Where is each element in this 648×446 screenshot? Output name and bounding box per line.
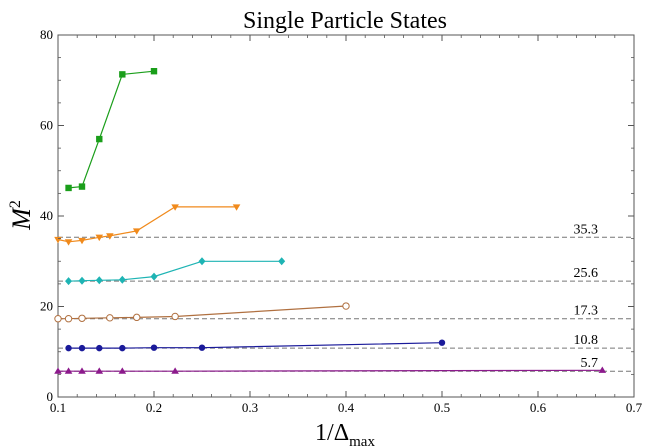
data-point — [65, 344, 72, 352]
data-point — [95, 276, 103, 285]
data-point — [78, 344, 86, 352]
x-tick-label: 0.1 — [50, 400, 66, 415]
series — [54, 302, 350, 323]
series — [65, 68, 158, 192]
series — [65, 257, 286, 286]
y-tick-label: 20 — [40, 299, 53, 314]
data-point — [232, 204, 241, 211]
series-line — [68, 70, 155, 189]
data-point — [150, 272, 158, 281]
data-point — [95, 367, 104, 374]
data-point — [598, 366, 607, 373]
data-point — [106, 314, 114, 322]
data-point — [96, 344, 103, 352]
y-axis-label-sup: 2 — [7, 200, 24, 208]
data-point — [198, 344, 206, 351]
y-tick-label: 40 — [40, 208, 53, 223]
data-point — [438, 339, 446, 346]
data-point — [132, 228, 141, 235]
x-tick-label: 0.3 — [242, 400, 258, 415]
data-point — [342, 302, 350, 310]
series — [54, 204, 241, 246]
data-point — [64, 239, 73, 246]
y-tick-label: 0 — [47, 389, 54, 404]
data-point — [65, 277, 73, 286]
y-tick-label: 80 — [40, 27, 53, 42]
data-point — [106, 233, 114, 240]
data-point — [65, 184, 72, 192]
series-line — [58, 305, 347, 320]
plot-frame — [57, 34, 635, 398]
data-point — [78, 237, 86, 245]
series — [54, 366, 607, 374]
reference-line-label: 5.7 — [581, 356, 599, 371]
y-axis-label: M2 — [7, 200, 36, 231]
x-tick-label: 0.4 — [338, 400, 355, 415]
data-point — [171, 312, 179, 321]
data-point — [198, 257, 206, 266]
y-tick-label: 60 — [40, 118, 53, 133]
x-axis-label-main: 1/Δ — [315, 420, 349, 446]
x-tick-label: 0.2 — [146, 400, 162, 415]
reference-line-label: 10.8 — [574, 333, 599, 348]
y-axis-label-main: M — [7, 207, 36, 231]
data-point — [278, 257, 286, 266]
data-point — [133, 313, 141, 322]
data-point — [118, 275, 126, 284]
data-point — [150, 344, 158, 351]
series-line — [57, 206, 237, 243]
data-point — [78, 276, 86, 285]
data-point — [54, 315, 62, 323]
x-axis-label: 1/Δmax — [315, 420, 375, 446]
data-point — [96, 135, 103, 143]
x-axis-label-sub: max — [349, 434, 375, 446]
data-point — [150, 68, 158, 75]
data-point — [171, 367, 179, 374]
data-point — [119, 344, 126, 352]
data-point — [54, 367, 62, 374]
data-point — [78, 314, 86, 322]
x-tick-label: 0.7 — [626, 400, 643, 415]
data-point — [64, 367, 73, 374]
reference-line-label: 17.3 — [574, 304, 599, 319]
x-tick-label: 0.5 — [434, 400, 450, 415]
series — [65, 339, 446, 352]
data-point — [171, 204, 179, 211]
data-point — [119, 71, 126, 78]
data-point — [118, 367, 127, 374]
data-point — [95, 234, 104, 242]
data-point — [78, 183, 86, 190]
series-line — [58, 369, 603, 372]
reference-line-label: 25.6 — [574, 266, 599, 281]
data-point — [78, 367, 86, 374]
data-point — [64, 315, 73, 323]
reference-line-label: 35.3 — [574, 222, 599, 237]
chart-title: Single Particle States — [243, 8, 447, 34]
x-tick-label: 0.6 — [530, 400, 547, 415]
